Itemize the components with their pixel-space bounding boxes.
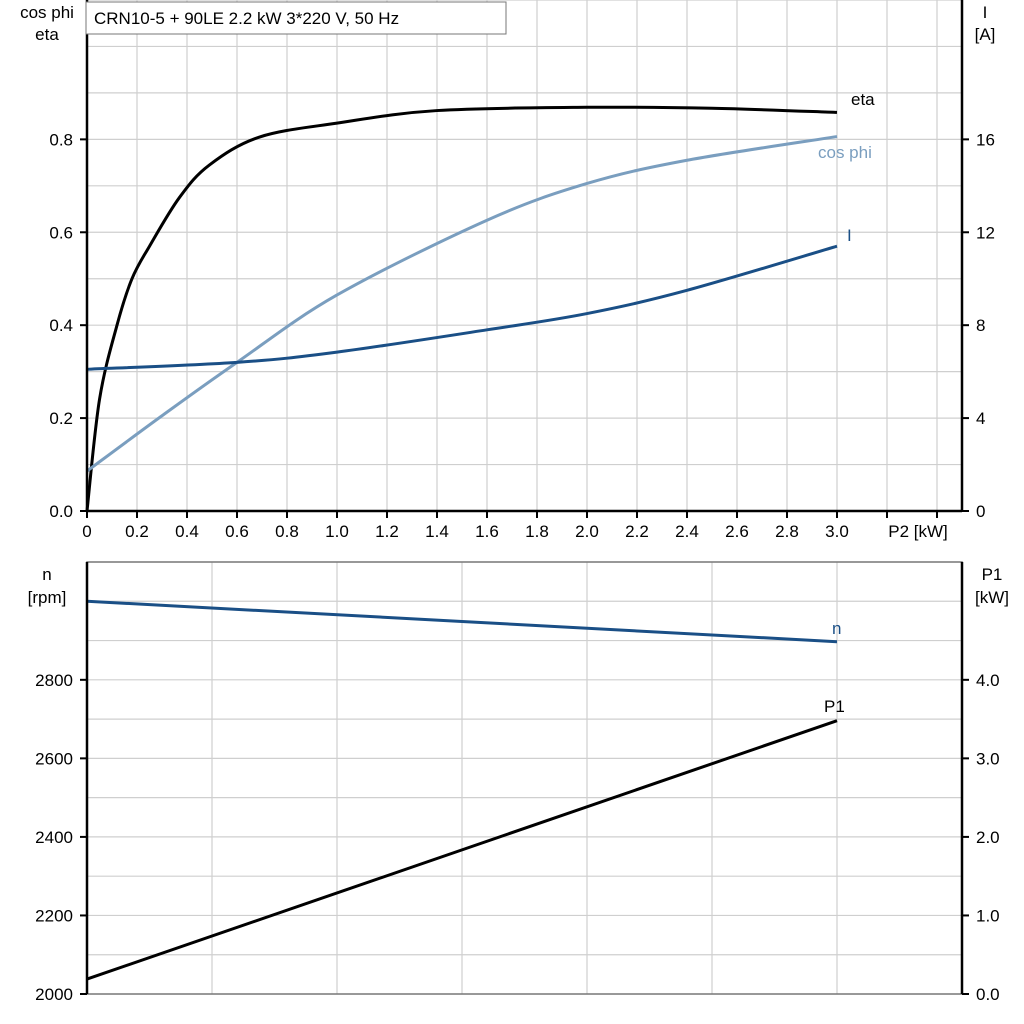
tick-labels: 0 0.2 0.4 0.6 0.8 1.0 1.2 1.4 1.6 1.8 2.0 2.2 2.4 2.6… (35, 130, 999, 1004)
top-left-axis-label-1: cos phi (20, 3, 74, 22)
title-box (85, 1, 507, 35)
series-line-cos-phi (86, 135, 838, 473)
x-axis-label: P2 [kW] (888, 522, 948, 541)
series-line-p1 (86, 719, 838, 981)
bottom-right-axis-label-2: [kW] (975, 588, 1009, 607)
top-left-axis-label-2: eta (35, 25, 59, 44)
y-tick-label-right: 0.0 (976, 985, 1000, 1004)
x-tick-label: 0.6 (225, 522, 249, 541)
x-tick-label: 3.0 (825, 522, 849, 541)
x-tick-label: 0.8 (275, 522, 299, 541)
x-tick-label: 2.2 (625, 522, 649, 541)
bottom-left-axis-label-1: n (42, 565, 51, 584)
x-tick-label: 0.4 (175, 522, 199, 541)
y-tick-label-left: 2200 (35, 906, 73, 925)
y-tick-label-right: 12 (976, 223, 995, 242)
y-tick-label-left: 0.4 (49, 316, 73, 335)
chart-title: CRN10-5 + 90LE 2.2 kW 3*220 V, 50 Hz (94, 9, 399, 28)
x-tick-label: 2.6 (725, 522, 749, 541)
x-tick-label: 0 (82, 522, 91, 541)
x-tick-label: 1.0 (325, 522, 349, 541)
x-tick-label: 2.4 (675, 522, 699, 541)
series-label-eta: eta (851, 90, 875, 109)
y-tick-label-right: 0 (976, 502, 985, 521)
bottom-right-axis-label-1: P1 (982, 565, 1003, 584)
y-tick-label-right: 4.0 (976, 671, 1000, 690)
x-tick-label: 2.0 (575, 522, 599, 541)
series-label-p1: P1 (824, 697, 845, 716)
series-label-i: I (847, 226, 852, 245)
x-tick-label: 0.2 (125, 522, 149, 541)
y-tick-label-left: 0.6 (49, 223, 73, 242)
x-tick-label: 2.8 (775, 522, 799, 541)
series-label-n: n (832, 619, 841, 638)
x-tick-label: 1.4 (425, 522, 449, 541)
y-tick-label-right: 2.0 (976, 828, 1000, 847)
series-lines (85, 105, 838, 981)
y-tick-label-right: 16 (976, 130, 995, 149)
y-tick-label-left: 0.2 (49, 409, 73, 428)
x-tick-label: 1.8 (525, 522, 549, 541)
top-plot-grid (87, 0, 962, 511)
top-right-axis-label-1: I (983, 3, 988, 22)
bottom-left-axis-label-2: [rpm] (28, 588, 67, 607)
y-tick-label-right: 4 (976, 409, 985, 428)
y-tick-label-left: 2000 (35, 985, 73, 1004)
y-tick-label-left: 2800 (35, 671, 73, 690)
series-line-i (86, 244, 838, 371)
bottom-plot-grid (87, 562, 962, 994)
x-tick-label: 1.2 (375, 522, 399, 541)
series-line-n (86, 599, 838, 644)
y-tick-label-left: 2400 (35, 828, 73, 847)
y-tick-label-right: 1.0 (976, 906, 1000, 925)
series-line-eta (85, 105, 838, 512)
bottom-plot-frame (86, 561, 963, 995)
y-tick-label-left: 0.0 (49, 502, 73, 521)
x-tick-label: 1.6 (475, 522, 499, 541)
axes (85, 0, 964, 995)
y-tick-label-right: 8 (976, 316, 985, 335)
y-tick-label-left: 0.8 (49, 130, 73, 149)
top-right-axis-label-2: [A] (975, 25, 996, 44)
y-tick-label-right: 3.0 (976, 749, 1000, 768)
series-label-cos-phi: cos phi (818, 143, 872, 162)
y-tick-label-left: 2600 (35, 749, 73, 768)
